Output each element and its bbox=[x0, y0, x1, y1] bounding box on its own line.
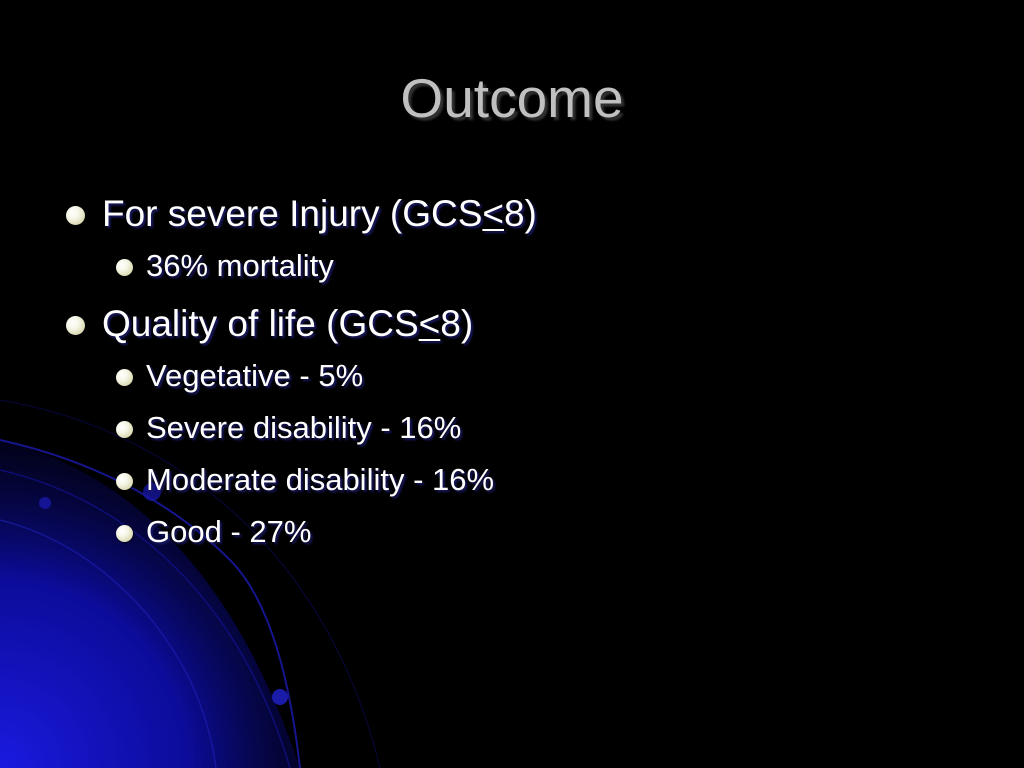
bullet-dot-icon bbox=[116, 421, 133, 438]
less-than-or-equal-symbol: < bbox=[482, 193, 504, 234]
bullet-dot-icon bbox=[116, 259, 133, 276]
bullet-text: For severe Injury (GCS bbox=[102, 193, 483, 234]
bullet-dot-icon bbox=[116, 473, 133, 490]
bullet-list: For severe Injury (GCS<8) 36% mortality … bbox=[62, 188, 982, 554]
bullet-dot-icon bbox=[116, 525, 133, 542]
bullet-dot-icon bbox=[116, 369, 133, 386]
sub-bullet-text: Vegetative - 5% bbox=[146, 358, 364, 393]
less-than-or-equal-symbol: < bbox=[418, 303, 441, 344]
bullet-dot-icon bbox=[66, 316, 85, 335]
sub-bullet-severe-disability: Severe disability - 16% bbox=[62, 406, 982, 450]
sub-bullet-text: Moderate disability - 16% bbox=[146, 462, 495, 497]
sub-bullet-text: Severe disability - 16% bbox=[146, 410, 462, 445]
bullet-severe-injury: For severe Injury (GCS<8) bbox=[62, 188, 982, 240]
bullet-dot-icon bbox=[66, 206, 85, 225]
slide-title: Outcome bbox=[400, 67, 624, 129]
bullet-text-end: 8) bbox=[440, 303, 474, 344]
sub-bullet-text: Good - 27% bbox=[146, 514, 312, 549]
sub-bullet-good: Good - 27% bbox=[62, 510, 982, 554]
sub-bullet-text: 36% mortality bbox=[146, 248, 334, 283]
bullet-quality-of-life: Quality of life (GCS<8) bbox=[62, 298, 982, 350]
bullet-text-end: 8) bbox=[503, 193, 537, 234]
sub-bullet-mortality: 36% mortality bbox=[62, 244, 982, 288]
sub-bullet-moderate-disability: Moderate disability - 16% bbox=[62, 458, 982, 502]
bullet-text: Quality of life (GCS bbox=[102, 303, 419, 344]
sub-bullet-vegetative: Vegetative - 5% bbox=[62, 354, 982, 398]
